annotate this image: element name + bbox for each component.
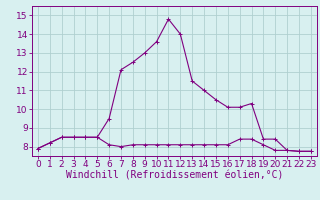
X-axis label: Windchill (Refroidissement éolien,°C): Windchill (Refroidissement éolien,°C) [66, 171, 283, 181]
